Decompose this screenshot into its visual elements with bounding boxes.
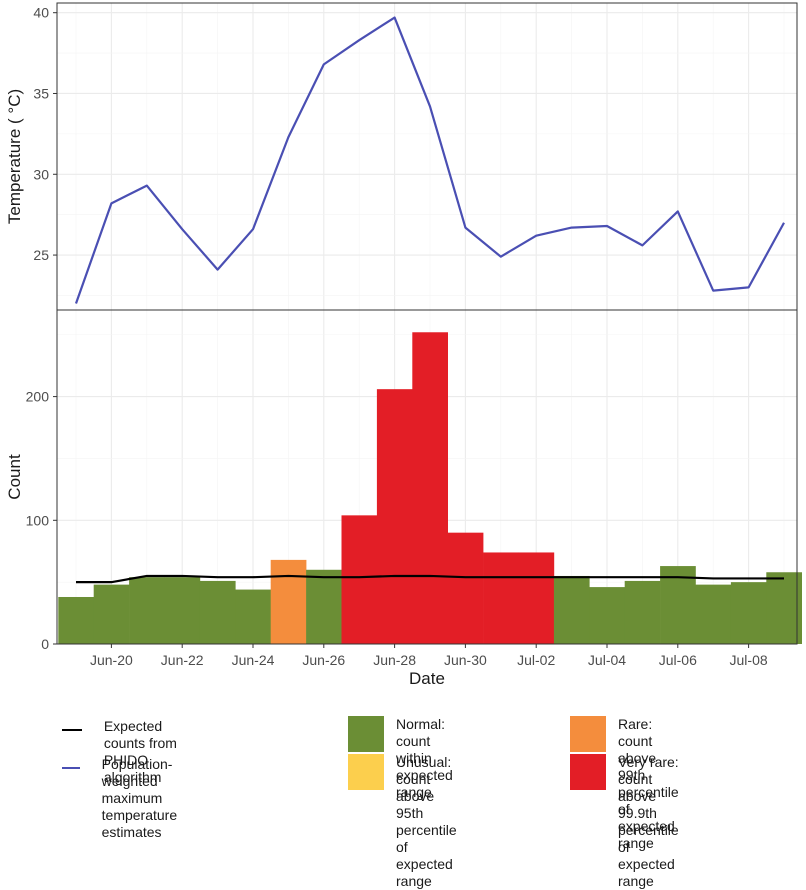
count-bar	[412, 332, 448, 644]
count-bar	[199, 580, 236, 644]
count-bar	[624, 580, 661, 644]
count-bar	[695, 584, 732, 644]
expected-counts-line	[76, 574, 784, 584]
temp-ytick-label: 25	[33, 247, 49, 263]
count-bar	[483, 552, 519, 644]
temp-ytick-label: 30	[33, 166, 49, 182]
count-xtick-label: Jun-30	[444, 652, 487, 668]
temp-panel-bg	[57, 3, 797, 310]
count-bar	[341, 515, 378, 644]
count-panel-border	[56, 309, 798, 645]
count-x-axis-title: Date	[409, 669, 445, 688]
count-bar	[589, 587, 625, 644]
count-bar	[235, 589, 271, 644]
chart-svg: 25 30 35 40 Temperature ( °C) 0 100 200 Jun-20 Ju…	[5, 2, 802, 688]
count-xtick-label: Jul-02	[517, 652, 555, 668]
legend-item-temperature: Population-weighted maximum temperature …	[62, 756, 195, 841]
legend-item-normal: Normal: count within expected range	[348, 716, 453, 801]
count-ytick-label: 0	[41, 636, 49, 652]
count-xtick-label: Jun-26	[302, 652, 345, 668]
legend-swatch-very-rare	[570, 754, 606, 790]
count-xtick-label: Jul-08	[730, 652, 768, 668]
legend-swatch-normal	[348, 716, 384, 752]
legend-label-normal: Normal: count within expected range	[396, 716, 453, 800]
temperature-series-line	[74, 16, 785, 304]
count-bar	[447, 532, 484, 644]
legend-key-temperature	[62, 767, 80, 769]
count-bar	[730, 582, 767, 644]
legend-label-temperature: Population-weighted maximum temperature …	[101, 756, 178, 840]
count-bar	[766, 572, 802, 644]
count-bar	[660, 566, 696, 644]
count-xtick-label: Jun-28	[373, 652, 416, 668]
count-y-axis-title: Count	[5, 454, 24, 500]
legend-key-expected	[62, 729, 82, 731]
count-bar	[129, 577, 165, 644]
count-xtick-label: Jun-20	[90, 652, 133, 668]
count-xtick-label: Jul-04	[588, 652, 626, 668]
legend-label-unusual: Unusual: count above 95th percentile of …	[396, 754, 457, 889]
count-ytick-label: 100	[26, 512, 50, 528]
legend-label-expected: Expected counts from PHIDO algorithm	[103, 718, 177, 785]
count-bar	[270, 559, 307, 644]
legend-swatch-rare	[570, 716, 606, 752]
count-xtick-label: Jun-24	[232, 652, 275, 668]
count-bar	[376, 389, 413, 644]
legend-item-very-rare: Very rare: count above 99.9th percentile…	[570, 754, 679, 890]
temp-ytick-label: 35	[33, 85, 49, 101]
count-bar	[93, 584, 130, 644]
legend-item-expected: Expected counts from PHIDO algorithm	[62, 718, 178, 786]
count-xtick-label: Jun-22	[161, 652, 204, 668]
legend-label-very-rare: Very rare: count above 99.9th percentile…	[618, 754, 679, 889]
count-bar	[553, 575, 590, 644]
count-bar	[306, 569, 342, 644]
count-xtick-label: Jul-06	[659, 652, 697, 668]
legend-item-unusual: Unusual: count above 95th percentile of …	[348, 754, 457, 890]
count-bar	[518, 552, 555, 644]
temperature-y-axis-title: Temperature ( °C)	[5, 89, 24, 224]
temp-ytick-label: 40	[33, 5, 49, 21]
legend-swatch-unusual	[348, 754, 384, 790]
count-bar	[58, 596, 94, 644]
count-bar	[164, 577, 201, 644]
count-ytick-label: 200	[26, 389, 50, 405]
